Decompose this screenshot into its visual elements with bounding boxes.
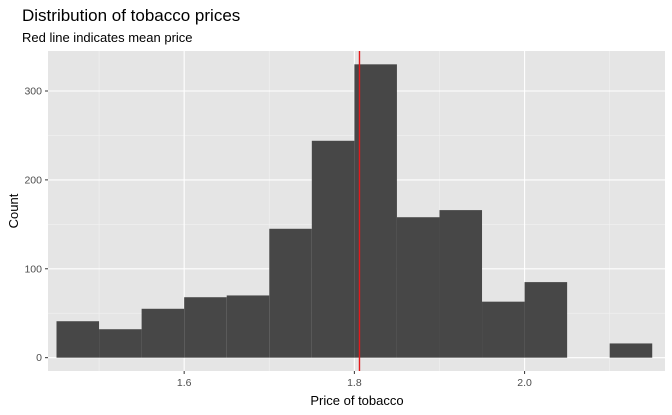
histogram-bar-10 [439,210,483,358]
y-axis-title: Count [6,193,21,228]
y-axis: 0 100 200 300 [24,86,48,364]
x-axis: 1.6 1.8 2.0 [177,371,532,389]
histogram-bar-2 [99,329,142,358]
histogram-bar-5 [226,295,270,358]
histogram-bar-11 [482,301,525,358]
x-tick-label: 1.8 [347,377,362,389]
chart-subtitle: Red line indicates mean price [22,30,193,45]
x-tick-label: 2.0 [517,377,532,389]
histogram-bar-9 [396,217,440,358]
x-tick-label: 1.6 [177,377,192,389]
histogram-bar-1 [56,321,100,358]
histogram-bar-7 [311,140,355,358]
y-tick-label: 300 [24,86,42,98]
x-axis-title: Price of tobacco [310,393,403,408]
histogram-bar-12 [524,282,568,358]
chart-title: Distribution of tobacco prices [22,6,240,25]
histogram-bar-14 [609,343,653,358]
histogram-bar-6 [269,228,312,358]
y-tick-label: 200 [24,174,42,186]
histogram-bars [56,64,653,358]
y-tick-label: 100 [24,263,42,275]
histogram-bar-8 [354,64,397,358]
y-tick-label: 0 [36,352,42,364]
histogram-bar-4 [184,297,227,358]
histogram-bar-3 [141,308,185,358]
